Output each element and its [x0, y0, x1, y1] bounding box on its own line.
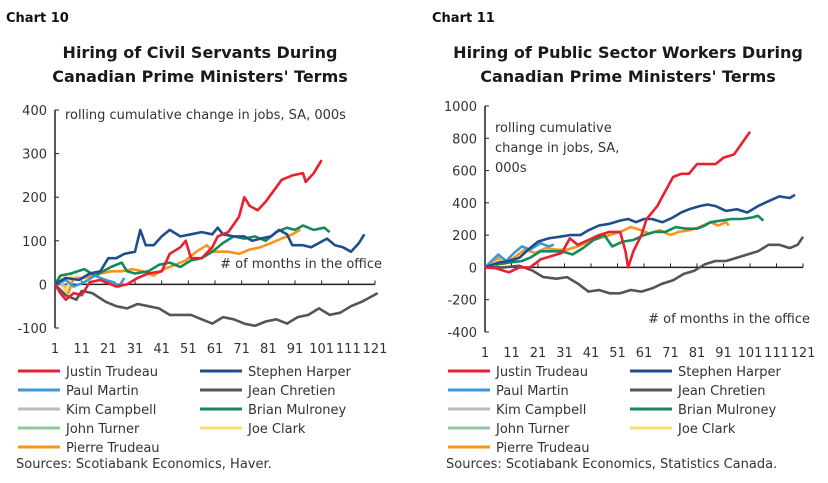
series-line-justin-trudeau: [53, 159, 323, 301]
x-tick-label: 31: [556, 346, 573, 361]
x-tick-label: 111: [764, 346, 789, 361]
y-tick-label: 300: [22, 148, 47, 163]
x-tick-label: 71: [233, 342, 250, 357]
source-note: Sources: Scotiabank Economics, Haver.: [16, 457, 272, 472]
source-note: Sources: Scotiabank Economics, Statistic…: [446, 457, 777, 472]
series-line-paul-martin: [484, 241, 555, 269]
x-tick-label: 101: [309, 342, 334, 357]
y-tick-label: 200: [452, 229, 477, 244]
x-tick-label: 111: [336, 342, 361, 357]
y-tick-label: 0: [39, 278, 47, 293]
x-tick-label: 101: [738, 346, 763, 361]
series-line-brian-mulroney: [484, 214, 765, 269]
x-tick-label: 41: [153, 342, 170, 357]
series-line-jean-chretien: [485, 236, 805, 295]
y-tick-label: 800: [452, 132, 477, 147]
x-tick-label: 41: [583, 346, 600, 361]
series-line-justin-trudeau: [484, 131, 752, 274]
legend-label: Justin Trudeau: [65, 365, 158, 380]
y-tick-label: -400: [447, 326, 477, 341]
y-tick-label: -200: [447, 294, 477, 309]
chart-title: Hiring of Public Sector Workers During: [453, 43, 803, 62]
legend-label: Joe Clark: [247, 422, 306, 437]
legend-label: Brian Mulroney: [248, 403, 347, 418]
series-line-stephen-harper: [54, 226, 366, 286]
legend-label: Pierre Trudeau: [496, 441, 590, 456]
x-tick-label: 11: [73, 342, 90, 357]
y-tick-label: 600: [452, 165, 477, 180]
chart-title: Hiring of Civil Servants During: [63, 43, 338, 62]
x-axis-label: # of months in the office: [220, 257, 382, 272]
x-tick-label: 61: [636, 346, 653, 361]
x-tick-label: 91: [715, 346, 732, 361]
x-tick-label: 51: [180, 342, 197, 357]
legend-label: Kim Campbell: [496, 403, 586, 418]
legend-label: Kim Campbell: [66, 403, 156, 418]
series-line-stephen-harper: [484, 193, 796, 269]
x-tick-label: 11: [503, 346, 520, 361]
x-tick-label: 1: [51, 342, 59, 357]
y-tick-label: 0: [469, 261, 477, 276]
y-tick-label: 200: [22, 191, 47, 206]
legend-label: Stephen Harper: [248, 365, 352, 380]
chart-number: Chart 11: [432, 11, 495, 26]
y-axis-label: change in jobs, SA,: [495, 141, 619, 156]
legend-label: Paul Martin: [496, 384, 569, 399]
x-tick-label: 71: [662, 346, 679, 361]
x-tick-label: 21: [530, 346, 547, 361]
legend-label: Pierre Trudeau: [66, 441, 160, 456]
y-axis-label: 000s: [495, 161, 527, 176]
x-tick-label: 31: [127, 342, 144, 357]
y-tick-label: 1000: [444, 100, 477, 115]
y-tick-label: 400: [452, 197, 477, 212]
x-tick-label: 61: [207, 342, 224, 357]
x-tick-label: 121: [791, 346, 816, 361]
x-tick-label: 121: [363, 342, 388, 357]
y-tick-label: 400: [22, 104, 47, 119]
y-axis-label: rolling cumulative: [495, 121, 612, 136]
legend-label: John Turner: [65, 422, 140, 437]
legend-label: Paul Martin: [66, 384, 139, 399]
legend-label: Stephen Harper: [678, 365, 782, 380]
x-tick-label: 51: [609, 346, 626, 361]
legend-label: Joe Clark: [677, 422, 736, 437]
legend-label: Jean Chretien: [677, 384, 766, 399]
chart-title: Canadian Prime Ministers' Terms: [480, 67, 776, 86]
legend-label: Jean Chretien: [247, 384, 336, 399]
x-tick-label: 81: [260, 342, 277, 357]
x-tick-label: 21: [100, 342, 117, 357]
legend-label: Justin Trudeau: [495, 365, 588, 380]
y-axis-label: rolling cumulative change in jobs, SA, 0…: [65, 108, 346, 123]
legend-label: John Turner: [495, 422, 570, 437]
series-line-jean-chretien: [54, 283, 379, 328]
x-axis-label: # of months in the office: [648, 312, 810, 327]
y-tick-label: 100: [22, 235, 47, 250]
series-line-pierre-trudeau: [54, 228, 301, 295]
x-tick-label: 1: [481, 346, 489, 361]
chart-number: Chart 10: [6, 11, 69, 26]
y-tick-label: -100: [17, 322, 47, 337]
legend-label: Brian Mulroney: [678, 403, 777, 418]
x-tick-label: 81: [689, 346, 706, 361]
chart-title: Canadian Prime Ministers' Terms: [52, 67, 348, 86]
x-tick-label: 91: [287, 342, 304, 357]
